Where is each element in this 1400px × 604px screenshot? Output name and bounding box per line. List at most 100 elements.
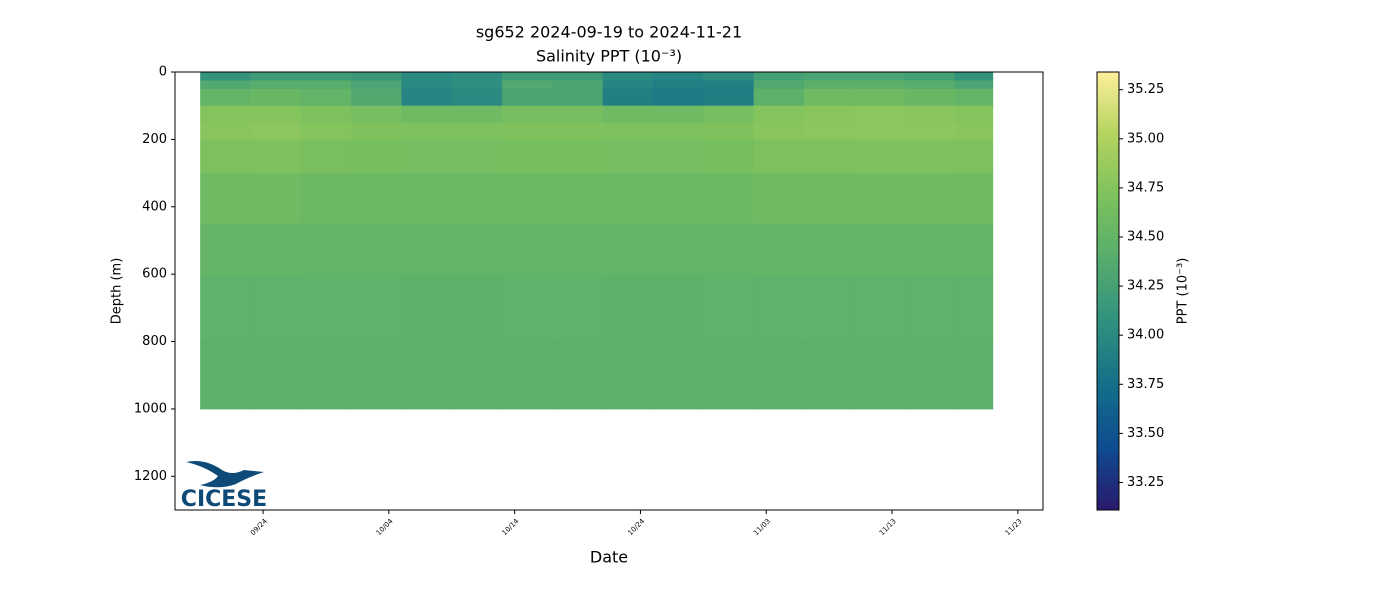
cell	[904, 223, 956, 275]
colorbar-swatch	[1097, 123, 1119, 128]
colorbar-swatch	[1097, 192, 1119, 197]
cell	[703, 274, 755, 343]
cell	[250, 105, 302, 124]
cell	[300, 105, 352, 124]
cell	[552, 105, 604, 124]
colorbar-swatch	[1097, 221, 1119, 226]
cell	[552, 223, 604, 275]
chart-title: sg652 2024-09-19 to 2024-11-21	[476, 23, 742, 42]
cell	[954, 122, 994, 140]
colorbar-tick-label: 33.25	[1127, 475, 1164, 490]
cell	[954, 105, 994, 124]
colorbar-swatch	[1097, 104, 1119, 109]
cell	[854, 105, 906, 124]
cell	[703, 122, 755, 140]
cell	[401, 173, 453, 225]
colorbar-swatch	[1097, 207, 1119, 212]
cell	[502, 88, 553, 107]
cell	[250, 341, 302, 410]
colorbar-swatch	[1097, 491, 1119, 496]
colorbar-swatch	[1097, 429, 1119, 434]
cell	[401, 139, 453, 174]
cell	[703, 88, 755, 107]
cell	[803, 88, 855, 107]
colorbar-swatch	[1097, 458, 1119, 464]
colorbar-swatch	[1097, 367, 1119, 372]
logo-text: CICESE	[181, 487, 267, 512]
cell	[753, 274, 805, 343]
cell	[703, 139, 755, 174]
colorbar-swatch	[1097, 444, 1119, 449]
colorbar-swatch	[1097, 97, 1119, 102]
cell	[602, 105, 654, 124]
cell	[803, 223, 855, 275]
colorbar-swatch	[1097, 181, 1119, 186]
cell	[602, 223, 654, 275]
cell	[904, 88, 956, 107]
colorbar-swatch	[1097, 93, 1119, 99]
colorbar-swatch	[1097, 148, 1119, 153]
cell	[954, 223, 994, 275]
cell	[502, 80, 553, 90]
colorbar-swatch	[1097, 203, 1119, 208]
colorbar-swatch	[1097, 349, 1119, 354]
cell	[200, 72, 251, 81]
cell	[502, 223, 553, 275]
colorbar-swatch	[1097, 276, 1119, 281]
colorbar-tick-label: 34.50	[1127, 229, 1164, 244]
cell	[250, 88, 302, 107]
cell	[502, 274, 553, 343]
colorbar-swatch	[1097, 385, 1119, 391]
colorbar-swatch	[1097, 418, 1119, 423]
colorbar-swatch	[1097, 334, 1119, 339]
colorbar-swatch	[1097, 137, 1119, 142]
colorbar-swatch	[1097, 407, 1119, 412]
colorbar-swatch	[1097, 239, 1119, 245]
cell	[351, 223, 402, 275]
colorbar-swatch	[1097, 79, 1119, 84]
colorbar-swatch	[1097, 112, 1119, 117]
cell	[854, 139, 906, 174]
colorbar-swatch	[1097, 75, 1119, 80]
cell	[250, 223, 302, 275]
colorbar-swatch	[1097, 331, 1119, 336]
colorbar-swatch	[1097, 243, 1119, 248]
cell	[854, 72, 906, 81]
cell	[351, 122, 402, 140]
colorbar-swatch	[1097, 404, 1119, 409]
colorbar-swatch	[1097, 356, 1119, 361]
cell	[552, 72, 604, 81]
cell	[200, 274, 251, 343]
cell	[803, 173, 855, 225]
colorbar-swatch	[1097, 473, 1119, 478]
colorbar-swatch	[1097, 188, 1119, 193]
cell	[250, 274, 302, 343]
colorbar-swatch	[1097, 305, 1119, 310]
colorbar-swatch	[1097, 280, 1119, 285]
colorbar-swatch	[1097, 236, 1119, 241]
cell	[602, 341, 654, 410]
colorbar-swatch	[1097, 320, 1119, 325]
cell	[401, 72, 453, 81]
y-tick-label: 1000	[134, 401, 167, 416]
x-tick-label: 10/24	[626, 517, 646, 537]
x-tick-label: 11/03	[752, 517, 772, 537]
cell	[854, 173, 906, 225]
cell	[250, 72, 302, 81]
cell	[653, 122, 704, 140]
colorbar-swatch	[1097, 316, 1119, 321]
colorbar-swatch	[1097, 177, 1119, 182]
cell	[351, 88, 402, 107]
cell	[401, 341, 453, 410]
colorbar-tick-label: 34.25	[1127, 279, 1164, 294]
cell	[803, 80, 855, 90]
colorbar-swatch	[1097, 210, 1119, 215]
cell	[351, 139, 402, 174]
colorbar-swatch	[1097, 141, 1119, 146]
colorbar-frame	[1096, 71, 1120, 511]
cell	[250, 122, 302, 140]
cell	[502, 122, 553, 140]
cell	[502, 72, 553, 81]
cell	[502, 105, 553, 124]
cell	[954, 173, 994, 225]
